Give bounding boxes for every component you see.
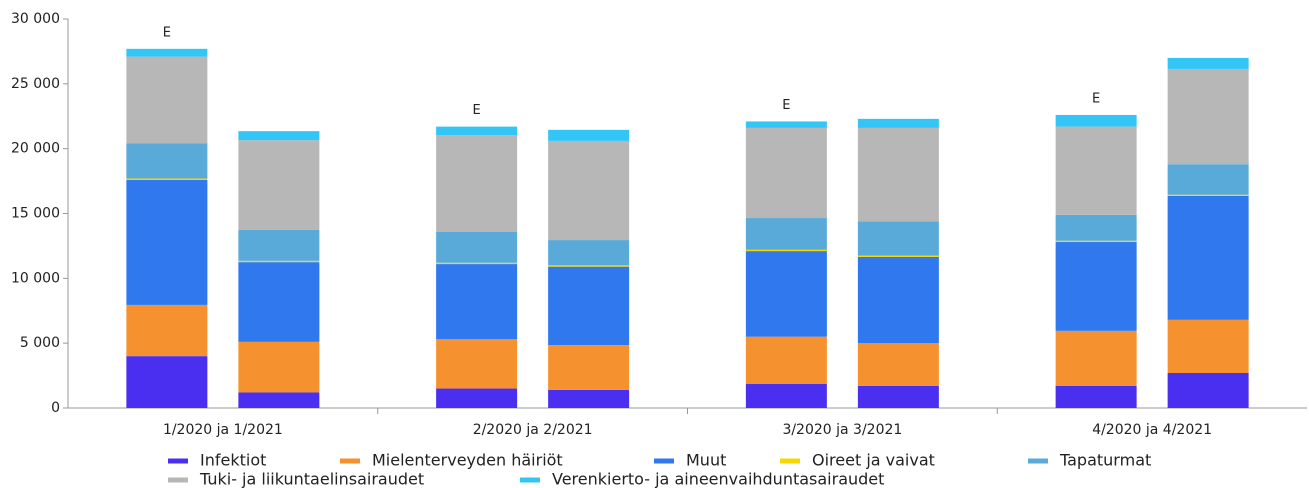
bar-segment — [1055, 214, 1137, 241]
bar-segment — [238, 341, 320, 393]
y-tick-label: 20 000 — [11, 141, 60, 157]
bar-segment — [126, 48, 208, 57]
bar-segment — [548, 266, 630, 346]
bar-segment — [436, 231, 518, 263]
x-tick-label: 2/2020 ja 2/2021 — [473, 422, 593, 438]
bar-segment — [1055, 330, 1137, 386]
legend-label: Oireet ja vaivat — [812, 451, 935, 470]
bar-segment — [548, 265, 630, 267]
y-tick-label: 5 000 — [20, 335, 60, 351]
x-tick-label: 1/2020 ja 1/2021 — [163, 422, 283, 438]
bar-segment — [1055, 385, 1137, 408]
bar-segment — [857, 385, 939, 408]
bar-segment — [238, 131, 320, 141]
bar-segment — [436, 388, 518, 408]
bar-segment — [548, 140, 630, 241]
bar-segment — [436, 339, 518, 389]
bar-segment — [745, 218, 827, 250]
bar-segment — [548, 345, 630, 390]
bar-segment — [548, 240, 630, 266]
bar-segment — [857, 256, 939, 344]
bar-segment — [548, 129, 630, 141]
bar-segment — [126, 179, 208, 305]
bar-segment — [1167, 319, 1249, 373]
annotation: E — [782, 98, 790, 113]
legend-label: Mielenterveyden häiriöt — [372, 451, 563, 470]
y-tick-label: 25 000 — [11, 76, 60, 92]
y-tick-label: 15 000 — [11, 206, 60, 222]
bar-segment — [857, 343, 939, 386]
bar-segment — [1055, 240, 1137, 243]
bar-segment — [238, 260, 320, 263]
bar-segment — [126, 143, 208, 179]
legend-label: Tapaturmat — [1059, 451, 1151, 470]
bar-segment — [436, 126, 518, 136]
bar-segment — [1167, 68, 1249, 165]
bar-segment — [126, 304, 208, 357]
bar-segment — [1055, 114, 1137, 127]
bar-segment — [857, 118, 939, 128]
bar-segment — [857, 221, 939, 256]
bar-segment — [1167, 194, 1249, 196]
legend-label: Tuki- ja liikuntaelinsairaudet — [199, 470, 424, 488]
y-tick-label: 0 — [51, 400, 60, 416]
bar-segment — [745, 249, 827, 252]
bar-segment — [1055, 126, 1137, 215]
annotation: E — [1092, 91, 1100, 106]
bar-segment — [126, 178, 208, 180]
legend-label: Muut — [686, 451, 726, 470]
bar-segment — [745, 251, 827, 337]
bar-segment — [436, 135, 518, 232]
bar-segment — [126, 56, 208, 144]
bar-segment — [238, 229, 320, 261]
bar-segment — [857, 255, 939, 257]
y-tick-label: 10 000 — [11, 270, 60, 286]
legend-label: Infektiot — [200, 451, 266, 470]
bar-segment — [745, 336, 827, 385]
bar-segment — [1167, 195, 1249, 320]
bar-segment — [238, 392, 320, 408]
x-tick-label: 4/2020 ja 4/2021 — [1092, 422, 1212, 438]
bar-segment — [1167, 372, 1249, 408]
bar-segment — [238, 140, 320, 230]
legend-label: Verenkierto- ja aineenvaihduntasairaudet — [552, 470, 884, 488]
bar-segment — [126, 356, 208, 408]
bar-segment — [436, 262, 518, 265]
bar-segment — [1055, 242, 1137, 331]
bar-segment — [857, 127, 939, 222]
annotation: E — [473, 103, 481, 118]
bar-segment — [436, 264, 518, 340]
bar-segment — [1167, 57, 1249, 69]
y-tick-label: 30 000 — [11, 11, 60, 27]
bar-segment — [745, 121, 827, 128]
bar-segment — [745, 384, 827, 408]
x-tick-label: 3/2020 ja 3/2021 — [782, 422, 902, 438]
bar-segment — [745, 127, 827, 219]
bar-segment — [548, 389, 630, 408]
annotation: E — [163, 25, 171, 40]
bar-segment — [1167, 164, 1249, 195]
bar-segment — [238, 262, 320, 342]
